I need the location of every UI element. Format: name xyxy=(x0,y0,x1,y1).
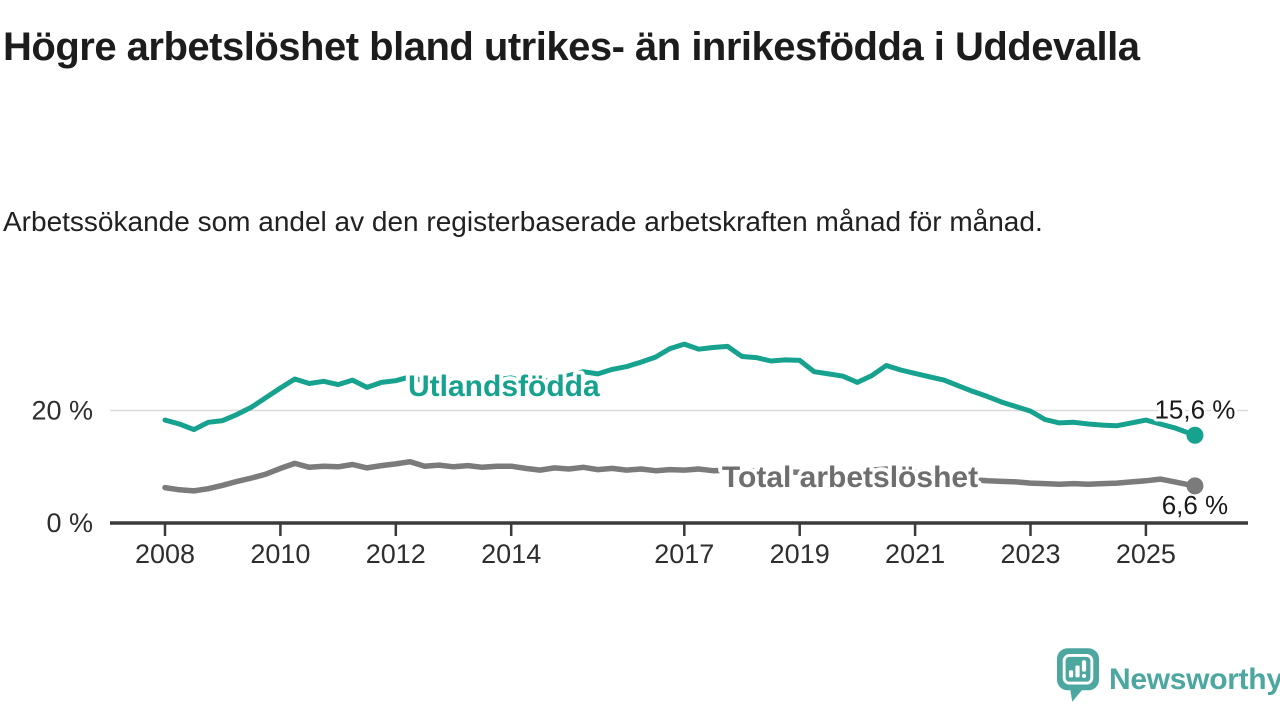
x-tick-label: 2012 xyxy=(366,539,426,569)
line-chart: 0 % 20 % 2008 2010 2012 2014 2017 2019 2021 2023 2… xyxy=(0,320,1280,580)
end-dot-total xyxy=(1186,477,1204,495)
x-tick-label: 2014 xyxy=(481,539,541,569)
newsworthy-speech-bubble-bar-chart-icon xyxy=(1057,648,1099,702)
x-tick-label: 2010 xyxy=(250,539,310,569)
series-label-total: Total arbetslöshet xyxy=(722,461,978,494)
x-tick-label: 2023 xyxy=(1000,539,1060,569)
newsworthy-wordmark: Newsworthy xyxy=(1109,663,1280,696)
page-title: Högre arbetslöshet bland utrikes- än inr… xyxy=(3,25,1140,69)
series-line-utlandsfodda xyxy=(162,341,1198,438)
x-tick-label: 2017 xyxy=(654,539,714,569)
line-chart-canvas: 0 % 20 % 2008 2010 2012 2014 2017 2019 2021 2023 2… xyxy=(31,341,1248,569)
chart-subtitle: Arbetssökande som andel av den registerb… xyxy=(3,206,1043,237)
end-dot-utlandsfodda xyxy=(1186,426,1204,444)
end-value-label-utlandsfodda: 15,6 % xyxy=(1154,394,1235,424)
x-tick-label: 2019 xyxy=(770,539,830,569)
x-tick-label: 2021 xyxy=(885,539,945,569)
series-line-total xyxy=(162,458,1198,494)
x-tick-label: 2025 xyxy=(1116,539,1176,569)
y-tick-label: 20 % xyxy=(31,396,93,426)
series-label-utlandsfodda: Utlandsfödda xyxy=(408,370,600,403)
end-value-label-total: 6,6 % xyxy=(1162,490,1229,520)
newsworthy-logo: Newsworthy xyxy=(1057,648,1280,704)
y-tick-label: 0 % xyxy=(46,508,93,538)
x-tick-label: 2008 xyxy=(135,539,195,569)
